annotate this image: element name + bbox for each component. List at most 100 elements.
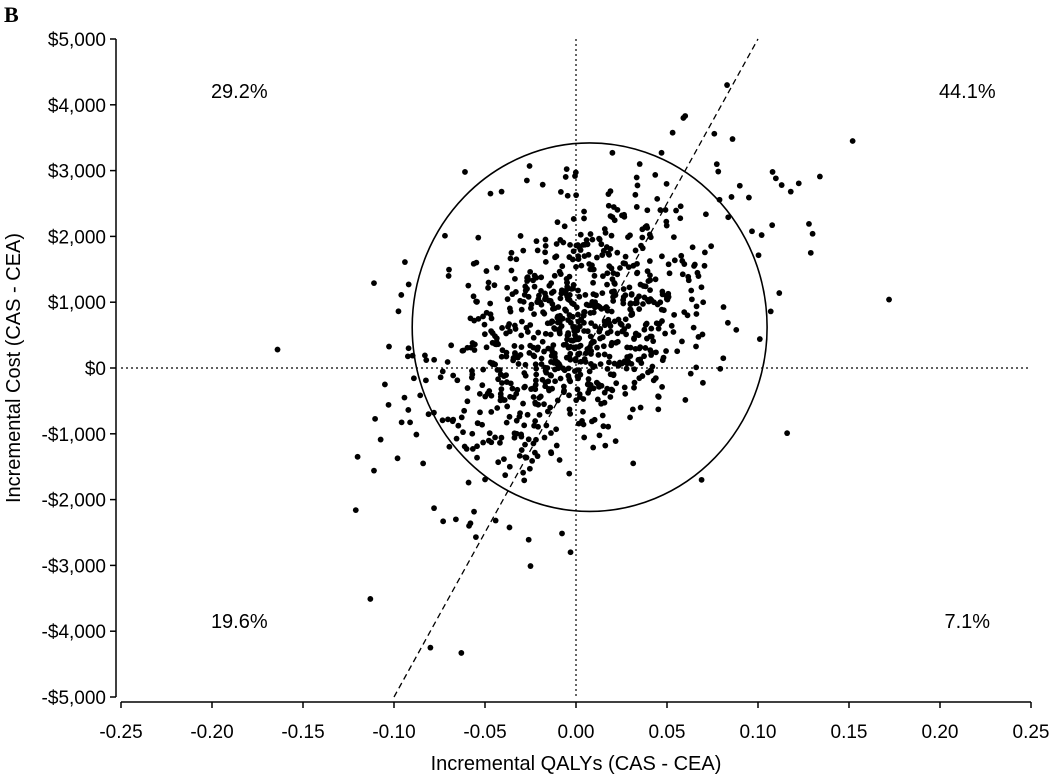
scatter-point [669, 129, 676, 136]
scatter-point [581, 434, 588, 441]
scatter-point [591, 338, 597, 345]
scatter-point [570, 248, 577, 255]
scatter-point [623, 331, 629, 338]
scatter-point [621, 358, 628, 365]
scatter-point [715, 168, 722, 175]
scatter-point [480, 439, 487, 446]
scatter-point [657, 299, 664, 306]
scatter-point [617, 265, 623, 271]
scatter-point [582, 359, 589, 365]
scatter-point [413, 431, 420, 438]
scatter-point [401, 394, 408, 401]
scatter-point [458, 650, 465, 656]
scatter-point [622, 260, 629, 267]
scatter-point [551, 305, 558, 312]
scatter-point [518, 318, 525, 325]
scatter-point [679, 338, 685, 345]
scatter-point [639, 245, 646, 252]
scatter-point [462, 169, 468, 175]
scatter-point [470, 293, 477, 300]
scatter-point [526, 465, 533, 472]
scatter-point [632, 300, 639, 307]
scatter-point [594, 254, 600, 261]
scatter-point [576, 293, 583, 300]
y-axis-title: Incremental Cost (CAS - CEA) [3, 233, 25, 503]
scatter-point [503, 372, 509, 379]
y-tick-label: $1,000 [48, 293, 106, 314]
scatter-point [467, 344, 474, 351]
scatter-point [641, 353, 647, 360]
scatter-point [548, 430, 554, 436]
scatter-point [570, 323, 577, 330]
scatter-point [563, 354, 570, 361]
scatter-point [566, 376, 573, 383]
scatter-point [522, 287, 529, 294]
scatter-point [498, 434, 505, 441]
scatter-point [542, 364, 548, 371]
scatter-point [394, 455, 401, 462]
scatter-point [776, 290, 783, 296]
scatter-point [625, 264, 632, 271]
scatter-point [371, 467, 377, 474]
scatter-point [567, 410, 574, 417]
scatter-point [553, 253, 560, 260]
scatter-point [650, 338, 657, 345]
scatter-point [585, 380, 592, 387]
scatter-point [733, 326, 740, 333]
scatter-point [533, 238, 540, 245]
scatter-point [720, 355, 727, 362]
scatter-point [507, 255, 514, 262]
scatter-point [701, 262, 708, 269]
scatter-point [510, 394, 517, 401]
scatter-point [642, 345, 649, 351]
scatter-point [407, 419, 413, 426]
scatter-point [592, 323, 599, 330]
scatter-point [615, 362, 622, 369]
scatter-point [630, 460, 637, 467]
scatter-point [573, 304, 580, 311]
scatter-point [494, 405, 501, 411]
scatter-point [594, 344, 600, 351]
scatter-point [558, 287, 565, 294]
scatter-point [566, 392, 572, 399]
scatter-point [572, 336, 579, 343]
scatter-point [564, 279, 570, 286]
scatter-point [685, 277, 692, 284]
scatter-point [620, 300, 627, 307]
scatter-point [493, 264, 500, 271]
scatter-point [614, 206, 621, 213]
scatter-point [562, 174, 569, 180]
scatter-point [693, 343, 699, 350]
scatter-point [563, 166, 570, 173]
scatter-point [588, 351, 594, 357]
scatter-point [508, 267, 515, 274]
scatter-point [495, 376, 502, 383]
scatter-point [557, 271, 564, 278]
scatter-point [533, 371, 540, 378]
scatter-point [537, 299, 544, 306]
scatter-point [445, 273, 452, 279]
scatter-point [588, 320, 595, 327]
scatter-point [487, 190, 494, 197]
scatter-point [526, 163, 533, 169]
scatter-point [463, 446, 470, 452]
scatter-point [600, 273, 606, 280]
scatter-point [701, 249, 708, 256]
scatter-point [637, 404, 644, 411]
scatter-point [590, 364, 597, 371]
scatter-point [461, 407, 468, 414]
scatter-point [749, 228, 755, 235]
scatter-point [778, 182, 785, 188]
scatter-point [531, 449, 538, 456]
scatter-point [511, 343, 518, 349]
scatter-point [542, 330, 549, 337]
scatter-point [556, 362, 563, 369]
scatter-point [532, 418, 539, 424]
scatter-point [604, 330, 611, 337]
scatter-point [591, 272, 598, 279]
scatter-point [636, 306, 643, 312]
scatter-point [648, 333, 655, 340]
scatter-point [631, 366, 638, 373]
scatter-point [695, 273, 702, 279]
scatter-point [606, 353, 613, 360]
